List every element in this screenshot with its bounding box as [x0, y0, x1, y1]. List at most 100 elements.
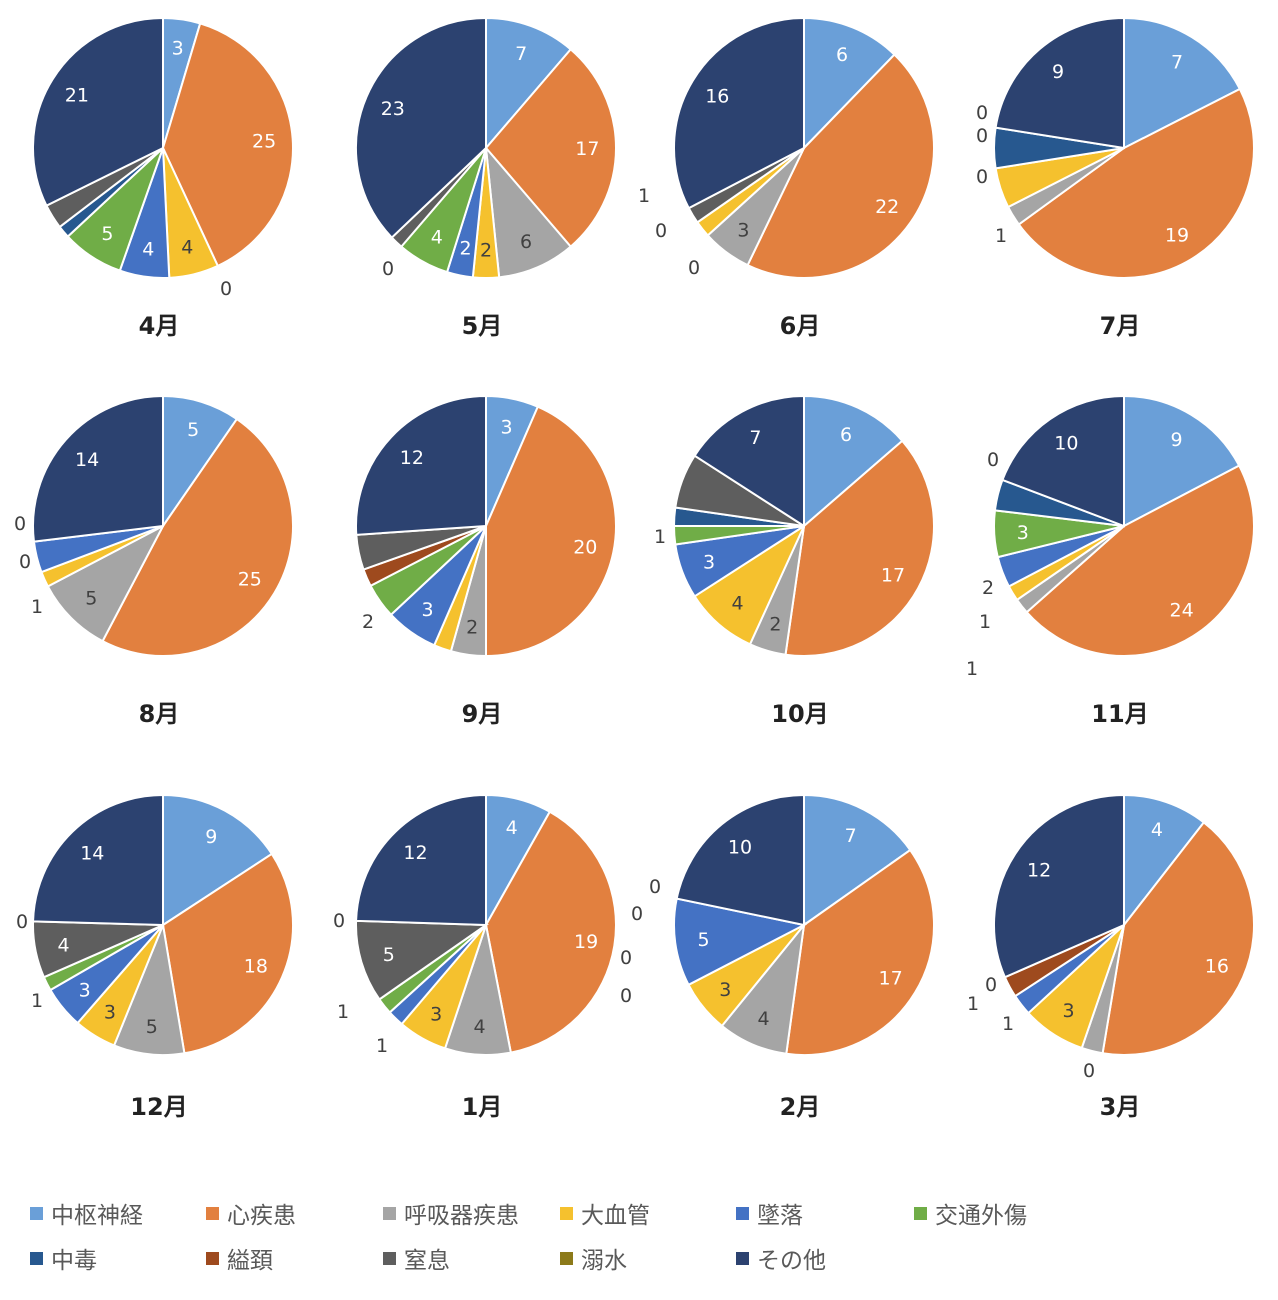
- legend-item-hanging: 縊頚: [206, 1243, 273, 1274]
- pie-slice: [1123, 16, 1242, 150]
- slice-label: 5: [146, 1016, 158, 1038]
- outside-label: 1: [979, 611, 991, 633]
- slice-label: 5: [187, 419, 199, 441]
- legend-item-suffocation: 窒息: [383, 1243, 450, 1274]
- slice-label: 6: [836, 44, 848, 66]
- outside-label: 0: [655, 220, 667, 242]
- slice-label: 25: [252, 131, 276, 153]
- legend-swatch: [30, 1251, 43, 1265]
- pie-title: 7月: [1100, 312, 1141, 340]
- slice-label: 4: [57, 934, 69, 956]
- slice-label: 9: [1052, 61, 1064, 83]
- pie-title: 12月: [130, 1093, 187, 1121]
- legend-label: 窒息: [404, 1248, 450, 1274]
- pie-chart-7: 6 17 2 43 7 1 10月: [654, 394, 936, 728]
- legend-item-poison: 中毒: [30, 1243, 97, 1274]
- legend-label: 交通外傷: [935, 1203, 1027, 1229]
- slice-label: 6: [840, 424, 852, 446]
- slice-label: 25: [238, 569, 262, 591]
- pie-slice: [484, 810, 617, 1054]
- slice-label: 3: [501, 417, 513, 439]
- slice-label: 4: [1151, 819, 1163, 841]
- pie-slice: [101, 417, 294, 657]
- pie-title: 11月: [1091, 700, 1148, 728]
- outside-label: 0: [382, 258, 394, 280]
- outside-label: 0: [14, 513, 26, 535]
- slice-label: 4: [142, 238, 154, 260]
- pie-slice: [693, 394, 805, 528]
- slice-label: 12: [400, 447, 424, 469]
- slice-label: 7: [515, 43, 527, 65]
- pie-slice: [1123, 394, 1241, 528]
- pie-slice: [784, 439, 936, 658]
- pie-slice: [32, 394, 164, 543]
- pie-slice: [785, 848, 935, 1056]
- pie-chart-10: 4 19 4 3 5 12 1 1 0 1月: [333, 793, 617, 1121]
- outside-label: 0: [631, 903, 643, 925]
- slice-label: 19: [574, 931, 598, 953]
- slice-label: 19: [1165, 225, 1189, 247]
- legend-swatch: [206, 1206, 219, 1220]
- pie-title: 1月: [462, 1093, 503, 1121]
- slice-label: 21: [65, 85, 89, 107]
- outside-label: 0: [19, 551, 31, 573]
- legend-swatch: [914, 1206, 927, 1220]
- slice-label: 4: [732, 593, 744, 615]
- legend-swatch: [206, 1251, 219, 1265]
- outside-label: 0: [333, 910, 345, 932]
- slice-label: 12: [403, 842, 427, 864]
- pie-slice: [161, 852, 294, 1055]
- legend-label: 中毒: [51, 1248, 97, 1274]
- outside-label: 1: [31, 990, 43, 1012]
- pie-slice: [484, 144, 573, 279]
- pie-title: 2月: [780, 1093, 821, 1121]
- pie-slice: [803, 793, 912, 927]
- slice-label: 10: [1054, 433, 1078, 455]
- outside-label: 0: [1083, 1060, 1095, 1082]
- outside-label: 1: [1002, 1013, 1014, 1035]
- pie-title: 9月: [462, 700, 503, 728]
- outside-label: 1: [31, 596, 43, 618]
- slice-label: 10: [728, 836, 752, 858]
- outside-label: 1: [966, 658, 978, 680]
- slice-label: 22: [875, 196, 899, 218]
- legend-label: 縊頚: [227, 1248, 273, 1274]
- slice-label: 3: [719, 979, 731, 1001]
- legend-item-drowning: 溺水: [560, 1243, 627, 1274]
- slice-label: 18: [244, 956, 268, 978]
- legend-item-other: その他: [736, 1243, 826, 1274]
- pie-chart-1: 3 25 4 4 5 21 0 4月: [32, 16, 294, 340]
- slice-label: 5: [85, 588, 97, 610]
- legend-label: その他: [757, 1248, 826, 1274]
- pie-slice: [162, 793, 274, 927]
- pie-chart-5: 5 25 5 14 1 0 0 8月: [14, 394, 294, 728]
- slice-label: 14: [75, 449, 99, 471]
- legend-item-heart: 心疾患: [206, 1198, 296, 1229]
- legend-item-central-nerve: 中枢神経: [30, 1198, 143, 1229]
- pie-slice: [355, 793, 487, 927]
- slice-label: 6: [520, 231, 532, 253]
- outside-label: 0: [16, 911, 28, 933]
- slice-label: 2: [480, 239, 492, 261]
- pie-title: 3月: [1100, 1093, 1141, 1121]
- slice-label: 17: [881, 565, 905, 587]
- pie-slice: [673, 16, 805, 210]
- slice-label: 2: [769, 613, 781, 635]
- slice-label: 5: [101, 223, 113, 245]
- legend-swatch: [383, 1251, 396, 1265]
- slice-label: 12: [1027, 860, 1051, 882]
- slice-label: 5: [697, 929, 709, 951]
- slice-label: 4: [473, 1016, 485, 1038]
- outside-label: 0: [976, 166, 988, 188]
- pie-slice: [32, 793, 164, 927]
- outside-label: 1: [995, 225, 1007, 247]
- slice-label: 3: [1062, 1000, 1074, 1022]
- legend-swatch: [560, 1251, 573, 1265]
- pie-chart-6: 3 20 2 3 12 2 9月: [354, 394, 617, 728]
- legend-swatch: [30, 1206, 43, 1220]
- outside-label: 2: [362, 611, 374, 633]
- slice-label: 9: [1170, 429, 1182, 451]
